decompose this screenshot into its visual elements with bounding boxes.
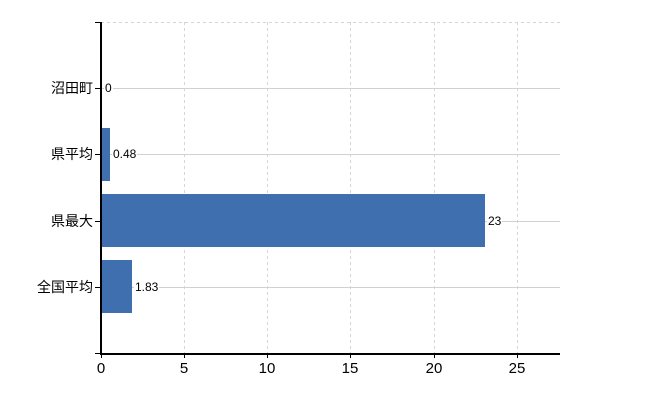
v-gridline: [184, 22, 185, 353]
x-tick: [350, 353, 351, 358]
x-tick: [267, 353, 268, 358]
plot-top-border: [101, 22, 560, 23]
x-tick-label: 10: [258, 360, 276, 377]
v-gridline: [267, 22, 268, 353]
y-tick: [95, 22, 101, 23]
y-tick: [95, 287, 101, 288]
x-tick: [434, 353, 435, 358]
x-tick-label: 15: [341, 360, 359, 377]
bar-value-label: 0.48: [112, 147, 138, 161]
x-tick-label: 25: [508, 360, 526, 377]
x-tick: [101, 353, 102, 358]
v-gridline: [434, 22, 435, 353]
category-label-県平均: 県平均: [51, 146, 93, 162]
y-tick: [95, 88, 101, 89]
bar-value-label: 1.83: [134, 280, 160, 294]
x-tick: [517, 353, 518, 358]
bar-value-label: 0: [104, 81, 113, 95]
x-tick-label: 0: [96, 360, 106, 377]
bar-県最大: [102, 194, 485, 247]
category-label-全国平均: 全国平均: [37, 279, 93, 295]
bar-value-label: 23: [487, 214, 503, 228]
category-label-沼田町: 沼田町: [51, 80, 93, 96]
x-tick: [184, 353, 185, 358]
y-tick: [95, 154, 101, 155]
x-axis: [100, 353, 560, 355]
x-tick-label: 20: [425, 360, 443, 377]
y-axis: [100, 22, 102, 353]
y-tick: [95, 221, 101, 222]
plot-area: 0 0.48 23 1.83: [101, 22, 560, 353]
bar-県平均: [102, 128, 110, 181]
category-label-県最大: 県最大: [51, 213, 93, 229]
x-tick-label: 5: [179, 360, 189, 377]
y-tick: [95, 353, 101, 354]
h-gridline: [101, 88, 560, 89]
bar-全国平均: [102, 260, 132, 313]
h-gridline: [101, 287, 560, 288]
v-gridline: [517, 22, 518, 353]
h-gridline: [101, 154, 560, 155]
v-gridline: [350, 22, 351, 353]
